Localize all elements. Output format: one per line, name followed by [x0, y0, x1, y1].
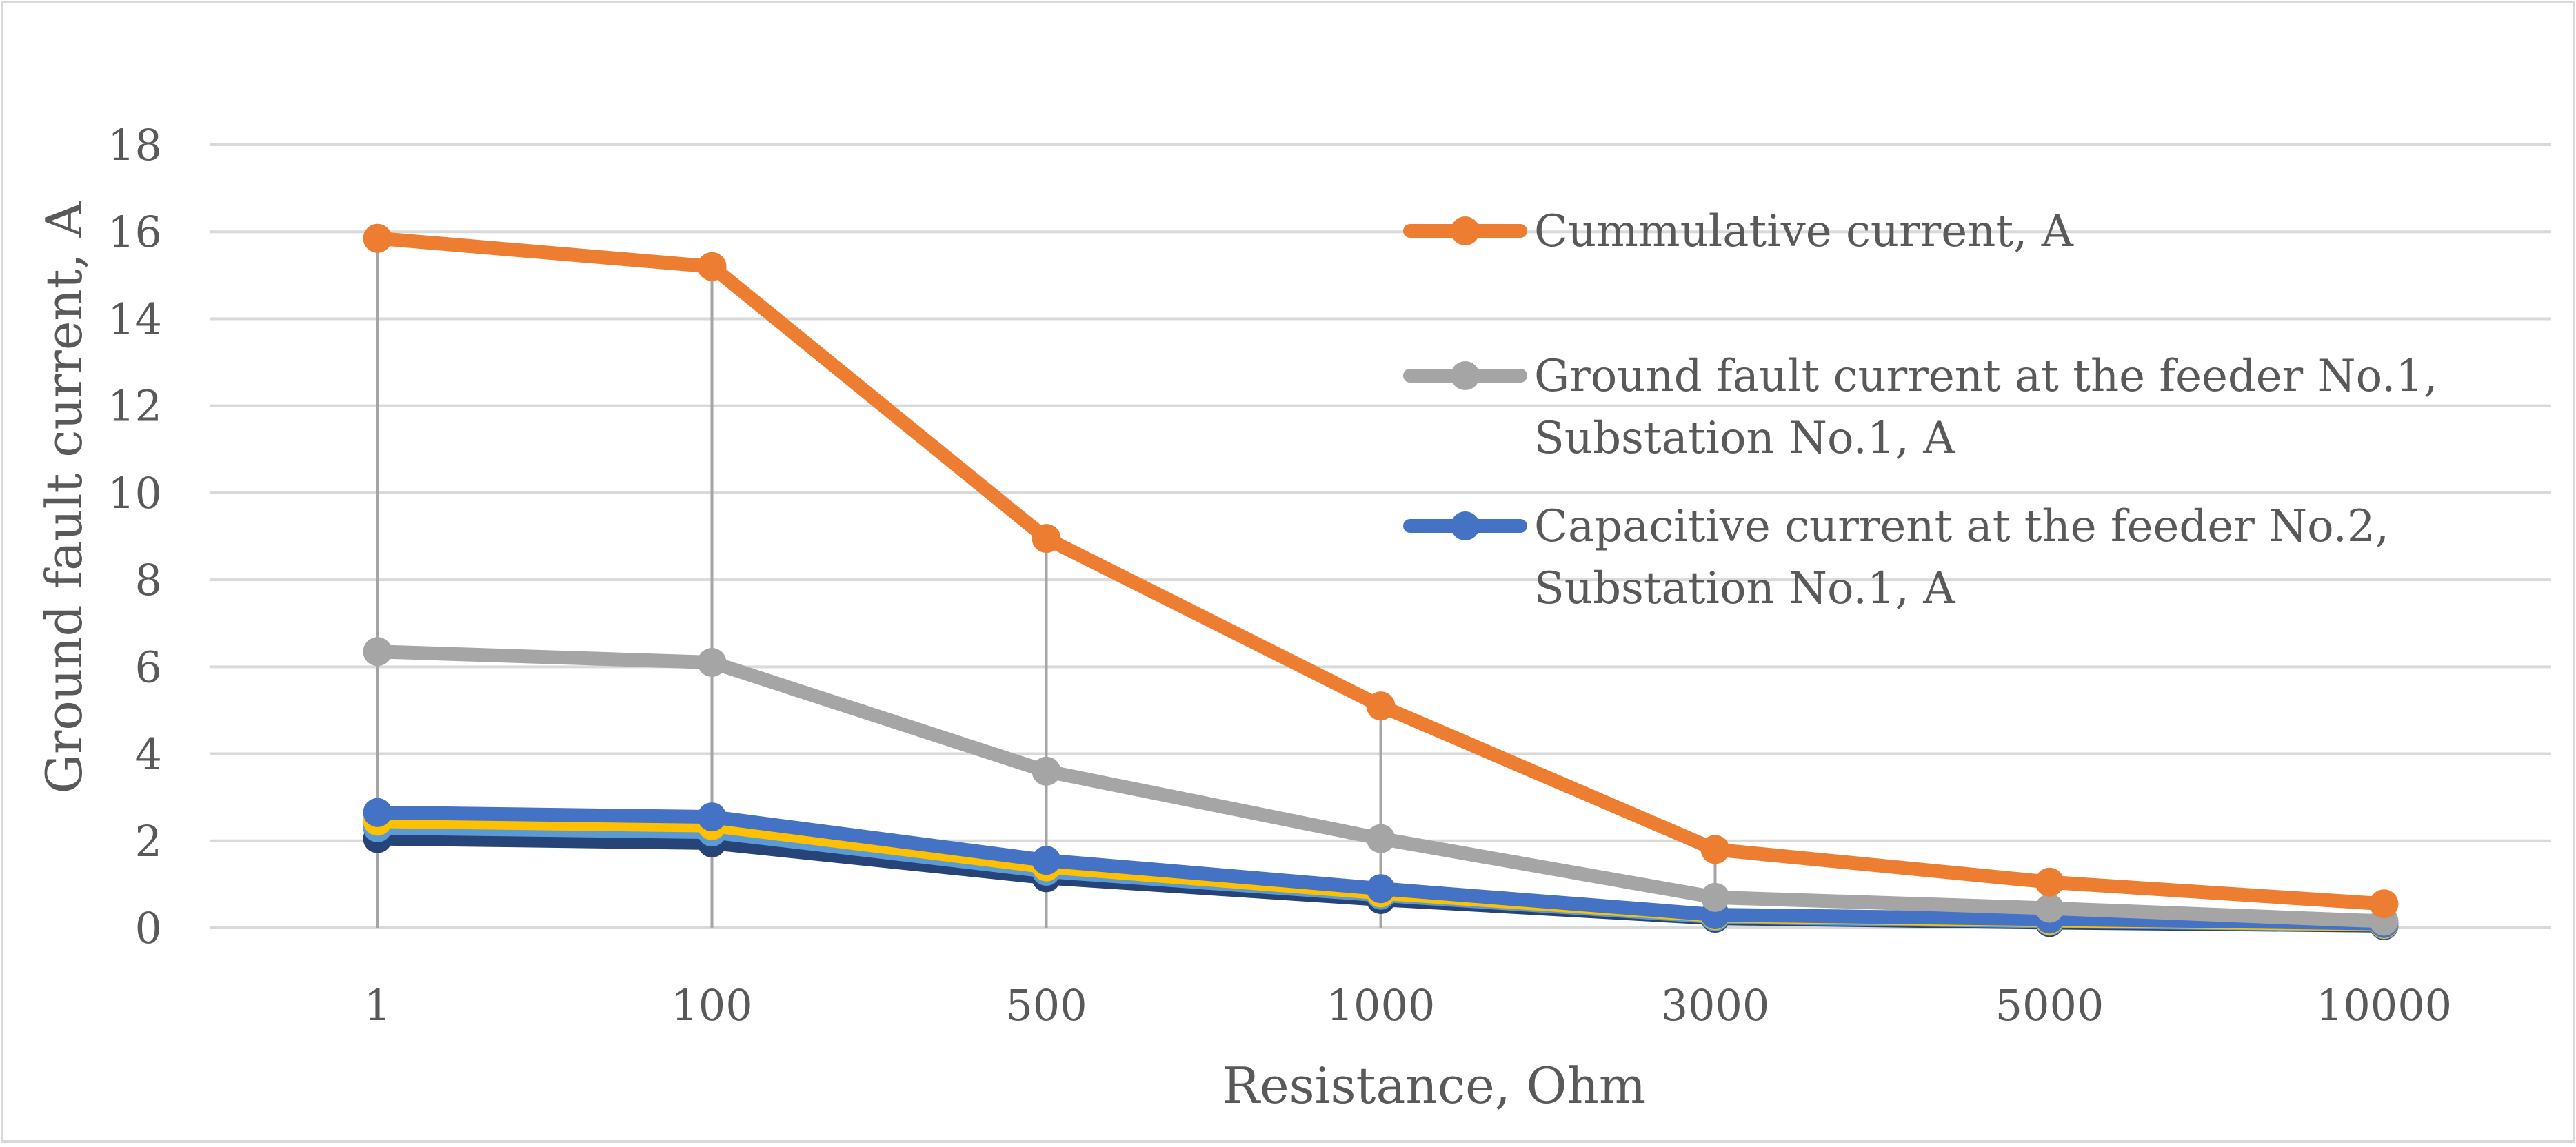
legend-label: Ground fault current at the feeder No.1,…: [1534, 351, 2437, 464]
y-tick-label: 14: [108, 294, 162, 344]
data-point: [1366, 691, 1396, 721]
y-tick-label: 2: [135, 816, 162, 866]
data-point: [363, 637, 392, 667]
x-tick-label: 1000: [1327, 980, 1436, 1031]
data-point: [1700, 882, 1730, 912]
data-point: [2369, 889, 2399, 919]
y-tick-labels: 0 2 4 6 8 10 12 14 16 18: [108, 120, 162, 953]
x-tick-label: 500: [1005, 980, 1087, 1031]
legend: Cummulative current, A Ground fault curre…: [1403, 206, 2437, 614]
data-point: [1366, 824, 1396, 853]
data-point: [1366, 874, 1396, 904]
x-tick-label: 10000: [2316, 980, 2452, 1031]
data-point: [2035, 867, 2064, 897]
series-lines: [363, 223, 2399, 940]
series-1: [363, 223, 2399, 919]
legend-swatch-marker: [1451, 361, 1480, 390]
legend-item: Capacitive current at the feeder No.2, Su…: [1403, 501, 2389, 614]
x-tick-label: 1: [364, 980, 391, 1031]
data-point: [1032, 756, 1061, 786]
legend-swatch-marker: [1451, 511, 1480, 540]
legend-item: Cummulative current, A: [1403, 206, 2074, 257]
y-tick-label: 10: [108, 468, 162, 518]
data-point: [697, 252, 727, 281]
y-tick-label: 16: [108, 207, 162, 257]
x-tick-label: 3000: [1661, 980, 1770, 1031]
legend-swatch-marker: [1451, 216, 1480, 245]
data-point: [2035, 893, 2064, 923]
legend-label: Capacitive current at the feeder No.2, Su…: [1534, 501, 2389, 614]
x-tick-label: 5000: [1995, 980, 2104, 1031]
legend-label: Cummulative current, A: [1534, 206, 2074, 257]
x-tick-label: 100: [671, 980, 752, 1031]
y-tick-label: 18: [108, 120, 162, 170]
x-tick-labels: 1 100 500 1000 3000 5000 10000: [364, 980, 2452, 1031]
y-tick-label: 0: [135, 903, 162, 953]
data-point: [697, 648, 727, 678]
data-point: [363, 223, 392, 253]
y-tick-label: 8: [135, 555, 162, 605]
y-tick-label: 12: [108, 381, 162, 432]
legend-item: Ground fault current at the feeder No.1,…: [1403, 351, 2437, 464]
data-point: [697, 802, 727, 832]
data-point: [1032, 524, 1061, 554]
y-tick-label: 6: [135, 642, 162, 692]
data-point: [363, 798, 392, 827]
x-axis-title: Resistance, Ohm: [1222, 1057, 1646, 1115]
data-point: [1032, 846, 1061, 875]
y-tick-label: 4: [135, 729, 162, 780]
data-point: [1700, 835, 1730, 864]
y-axis-title: Ground fault current, A: [35, 201, 93, 793]
